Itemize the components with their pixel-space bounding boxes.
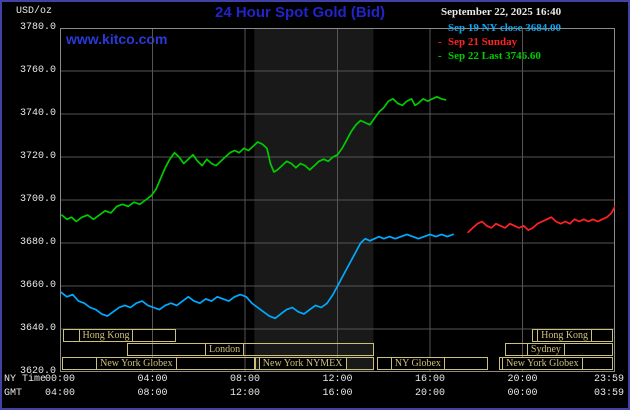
x-tick-gmt: 12:00 [229, 388, 261, 399]
session-hong-kong: Hong Kong [531, 329, 613, 342]
gridlines [60, 28, 615, 372]
legend-dash: - [438, 50, 442, 62]
x-tick-gmt: 04:00 [44, 388, 76, 399]
y-tick-label: 3640.0 [19, 323, 56, 334]
plot-frame [60, 28, 615, 372]
x-tick-ny: 08:00 [229, 374, 261, 385]
y-tick-label: 3740.0 [19, 108, 56, 119]
chart-datetime: September 22, 2025 16:40 [441, 6, 562, 18]
session-label: Sydney [526, 343, 565, 356]
session-label: Hong Kong [537, 329, 593, 342]
chart-title: 24 Hour Spot Gold (Bid) [215, 4, 385, 21]
legend-label: Sep 22 Last 3746.60 [448, 50, 541, 62]
session-ny-globex: NY Globex [377, 357, 488, 370]
x-tick-gmt: 08:00 [137, 388, 168, 399]
legend-label: Sep 21 Sunday [448, 36, 518, 48]
session-hong-kong: Hong Kong [63, 329, 176, 342]
x-tick-gmt: 03:59 [593, 388, 625, 399]
series-sep21 [467, 205, 615, 234]
x-tick-ny: 23:59 [593, 374, 625, 385]
y-axis-units-label: USD/oz [16, 6, 53, 17]
legend-item-sep21: - Sep 21 Sunday [438, 35, 561, 49]
price-lines-canvas [60, 28, 615, 372]
series-sep19 [60, 233, 454, 320]
session-london: London [127, 343, 375, 356]
ny-time-axis-label: NY Time [4, 374, 47, 385]
market-sessions: Hong Kong Hong Kong London Sydney New York G… [60, 28, 615, 372]
session-label: London [204, 343, 245, 356]
session-new-york-globex: New York Globex [499, 357, 613, 370]
x-tick-gmt: 16:00 [322, 388, 353, 399]
y-tick-label: 3680.0 [19, 237, 56, 248]
series-sep22 [61, 95, 447, 223]
gmt-axis-label: GMT [4, 388, 23, 399]
x-tick-ny: 20:00 [507, 374, 538, 385]
plot-area: Hong Kong Hong Kong London Sydney New York G… [60, 28, 615, 372]
session-label: NY Globex [390, 357, 445, 370]
x-tick-gmt: 20:00 [414, 388, 446, 399]
x-tick-ny: 00:00 [44, 374, 76, 385]
y-tick-label: 3780.0 [19, 22, 56, 33]
x-tick-ny: 12:00 [322, 374, 353, 385]
x-axis-gmt-ticks: 04:00 08:00 12:00 16:00 20:00 00:00 03:59 [0, 388, 630, 400]
legend-dash: - [438, 36, 442, 48]
legend-item-sep22: - Sep 22 Last 3746.60 [438, 49, 561, 63]
session-label: New York Globex [96, 357, 177, 370]
y-tick-label: 3620.0 [19, 366, 56, 377]
y-tick-label: 3720.0 [19, 151, 56, 162]
session-sydney: Sydney [504, 343, 613, 356]
session-label: Hong Kong [78, 329, 134, 342]
x-axis-ny-ticks: 00:00 04:00 08:00 12:00 16:00 20:00 23:59 [0, 374, 630, 386]
y-tick-label: 3700.0 [19, 194, 56, 205]
kitco-watermark-link[interactable]: www.kitco.com [66, 31, 168, 47]
session-new-york-globex: New York Globex [62, 357, 255, 370]
x-tick-ny: 16:00 [414, 374, 446, 385]
y-tick-label: 3760.0 [19, 65, 56, 76]
session-label: New York NYMEX [258, 357, 347, 370]
y-tick-label: 3660.0 [19, 280, 56, 291]
x-tick-gmt: 00:00 [507, 388, 538, 399]
x-tick-ny: 04:00 [137, 374, 168, 385]
session-label: New York Globex [502, 357, 583, 370]
session-new-york-nymex: New York NYMEX [254, 357, 374, 370]
